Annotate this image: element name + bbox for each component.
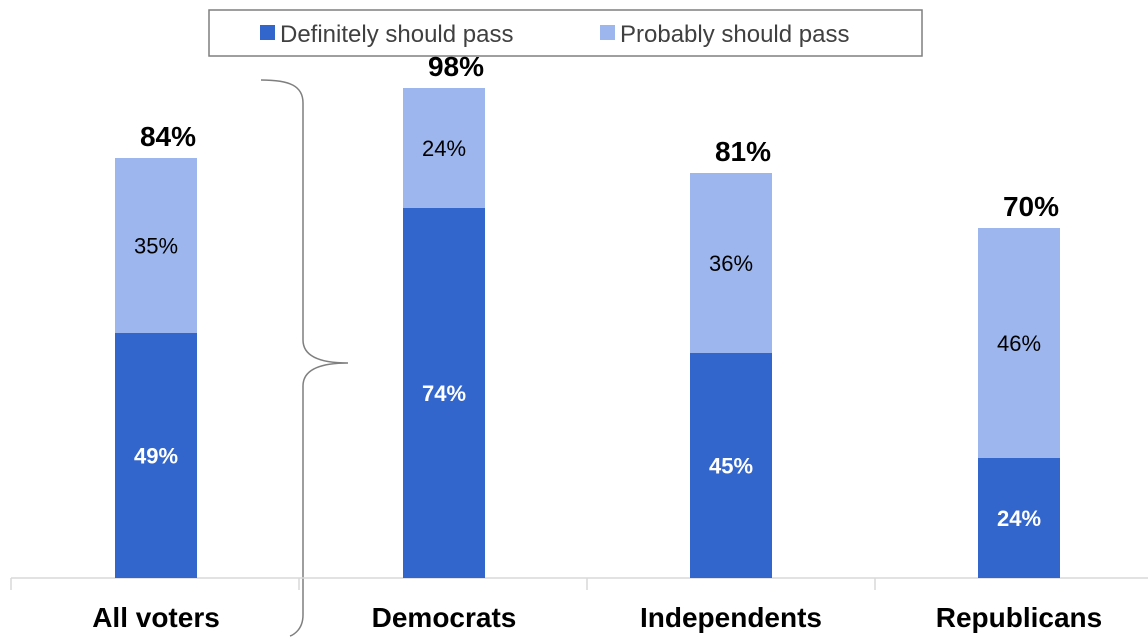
category-label-democrats: Democrats — [372, 602, 517, 633]
data-labels: 49% 35% 84% 74% 24% 98% 45% 36% 81% 24% 46% 70% — [134, 51, 1059, 531]
data-label-definitely-republicans: 24% — [997, 506, 1041, 531]
data-label-definitely-all-voters: 49% — [134, 444, 178, 469]
bar-definitely-all-voters — [115, 333, 197, 578]
legend: Definitely should pass Probably should p… — [208, 9, 923, 57]
category-labels: All voters Democrats Independents Republica… — [92, 602, 1102, 633]
x-axis-ticks — [10, 578, 876, 590]
total-label-republicans: 70% — [1003, 191, 1059, 222]
category-label-republicans: Republicans — [936, 602, 1102, 633]
bar-probably-independents — [690, 173, 772, 353]
bar-probably-republicans — [978, 228, 1060, 458]
total-label-all-voters: 84% — [140, 121, 196, 152]
legend-swatch-probably — [600, 25, 615, 40]
category-label-all-voters: All voters — [92, 602, 220, 633]
total-label-democrats: 98% — [428, 51, 484, 82]
bar-definitely-republicans — [978, 458, 1060, 578]
bar-probably-democrats — [403, 88, 485, 208]
bars — [115, 88, 1060, 578]
group-brace — [260, 79, 349, 637]
legend-label-definitely: Definitely should pass — [280, 21, 513, 48]
bar-definitely-democrats — [403, 208, 485, 578]
legend-box — [208, 9, 923, 57]
data-label-probably-republicans: 46% — [997, 331, 1041, 356]
data-label-definitely-democrats: 74% — [422, 381, 466, 406]
total-label-independents: 81% — [715, 136, 771, 167]
data-label-probably-independents: 36% — [709, 251, 753, 276]
data-label-probably-democrats: 24% — [422, 136, 466, 161]
bar-definitely-independents — [690, 353, 772, 578]
bar-probably-all-voters — [115, 158, 197, 333]
category-label-independents: Independents — [640, 602, 822, 633]
legend-swatch-definitely — [260, 25, 275, 40]
data-label-probably-all-voters: 35% — [134, 234, 178, 259]
legend-label-probably: Probably should pass — [620, 21, 849, 48]
data-label-definitely-independents: 45% — [709, 454, 753, 479]
